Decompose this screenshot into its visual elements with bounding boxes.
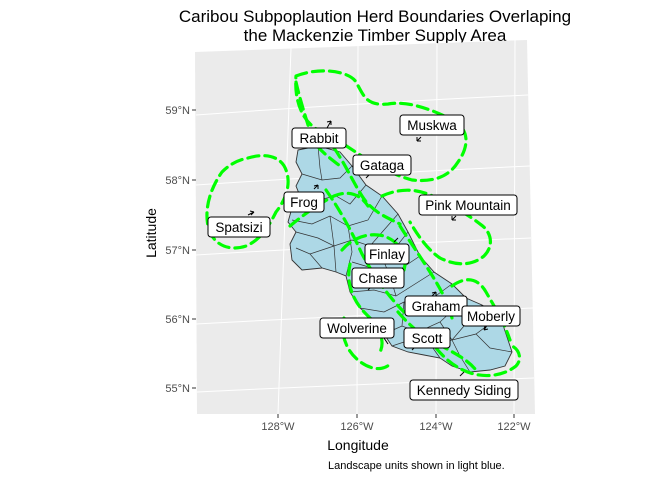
x-tick-label: 128°W bbox=[261, 421, 295, 433]
label-kennedy-siding: Kennedy Siding bbox=[409, 379, 519, 401]
herd-boundary-chase bbox=[347, 262, 384, 354]
label-text-wolverine: Wolverine bbox=[327, 321, 387, 336]
label-chase: Chase bbox=[351, 267, 405, 289]
x-tick-label: 124°W bbox=[419, 421, 453, 433]
arrow-spatsizi bbox=[247, 210, 255, 216]
label-text-spatsizi: Spatsizi bbox=[215, 220, 262, 235]
label-frog: Frog bbox=[283, 191, 325, 213]
label-text-gataga: Gataga bbox=[360, 158, 405, 173]
y-tick-label: 56°N bbox=[165, 314, 190, 326]
x-axis: 128°W 126°W 124°W 122°W bbox=[261, 414, 531, 433]
landscape-unit-boundary bbox=[401, 301, 405, 327]
arrow-muskwa bbox=[416, 136, 422, 142]
y-tick-label: 59°N bbox=[165, 105, 190, 117]
label-moberly: Moberly bbox=[461, 305, 521, 327]
arrow-graham bbox=[431, 291, 437, 297]
label-text-scott: Scott bbox=[412, 331, 443, 346]
y-axis-title: Latitude bbox=[143, 208, 159, 258]
arrow-finlay bbox=[393, 237, 399, 243]
herd-boundary-wolverine bbox=[341, 316, 394, 371]
landscape-unit-boundary bbox=[475, 333, 513, 353]
y-axis: 59°N 58°N 57°N 56°N 55°N bbox=[165, 105, 196, 395]
label-text-finlay: Finlay bbox=[369, 247, 405, 262]
label-text-muskwa: Muskwa bbox=[407, 118, 457, 133]
label-scott: Scott bbox=[403, 327, 451, 349]
y-tick-label: 58°N bbox=[165, 175, 190, 187]
label-text-pink-mountain: Pink Mountain bbox=[425, 198, 511, 213]
x-axis-title: Longitude bbox=[327, 437, 389, 453]
herd-boundary-frog bbox=[288, 191, 370, 228]
x-tick-label: 122°W bbox=[497, 421, 531, 433]
map-title: Caribou Subpoplaution Herd Boundaries Ov… bbox=[0, 7, 672, 45]
label-finlay: Finlay bbox=[364, 243, 410, 265]
landscape-unit-boundary bbox=[317, 145, 323, 181]
label-wolverine: Wolverine bbox=[319, 317, 395, 339]
label-text-graham: Graham bbox=[412, 299, 461, 314]
label-text-moberly: Moberly bbox=[467, 309, 515, 324]
landscape-unit-boundary bbox=[295, 245, 335, 255]
landscape-unit-boundary bbox=[295, 213, 399, 247]
label-rabbit: Rabbit bbox=[291, 127, 347, 149]
map-title-line-2: the Mackenzie Timber Supply Area bbox=[243, 26, 507, 45]
arrow-kennedy bbox=[459, 371, 465, 377]
herd-labels: Rabbit Muskwa Gataga Frog Pink Mountain … bbox=[207, 114, 521, 401]
herd-boundary-spatsizi bbox=[205, 154, 290, 250]
map-title-line-1: Caribou Subpoplaution Herd Boundaries Ov… bbox=[178, 7, 572, 26]
y-tick-label: 55°N bbox=[165, 383, 190, 395]
graticule-meridian bbox=[513, 39, 516, 415]
arrow-pink-mountain bbox=[451, 215, 457, 221]
label-gataga: Gataga bbox=[352, 154, 412, 176]
label-graham: Graham bbox=[404, 295, 468, 317]
arrow-rabbit bbox=[326, 120, 332, 129]
label-spatsizi: Spatsizi bbox=[207, 216, 271, 238]
map-caption: Landscape units shown in light blue. bbox=[328, 460, 505, 472]
landscape-unit-boundary bbox=[291, 195, 383, 227]
label-pink-mountain: Pink Mountain bbox=[418, 194, 518, 216]
graticule-parallel bbox=[195, 94, 529, 116]
y-tick-label: 57°N bbox=[165, 245, 190, 257]
label-text-frog: Frog bbox=[290, 195, 318, 210]
herd-boundary-central bbox=[324, 188, 406, 314]
arrow-frog bbox=[313, 184, 319, 190]
label-text-kennedy-siding: Kennedy Siding bbox=[417, 383, 512, 398]
label-muskwa: Muskwa bbox=[399, 114, 465, 136]
herd-boundary-gataga bbox=[332, 146, 402, 226]
label-text-rabbit: Rabbit bbox=[299, 131, 338, 146]
x-tick-label: 126°W bbox=[340, 421, 374, 433]
landscape-unit-boundary bbox=[349, 271, 435, 297]
landscape-unit-boundary bbox=[301, 165, 353, 181]
label-text-chase: Chase bbox=[358, 271, 397, 286]
arrow-wolverine bbox=[383, 337, 389, 345]
herd-boundary-kennedy-siding bbox=[434, 344, 522, 378]
landscape-unit-boundary bbox=[309, 253, 323, 269]
